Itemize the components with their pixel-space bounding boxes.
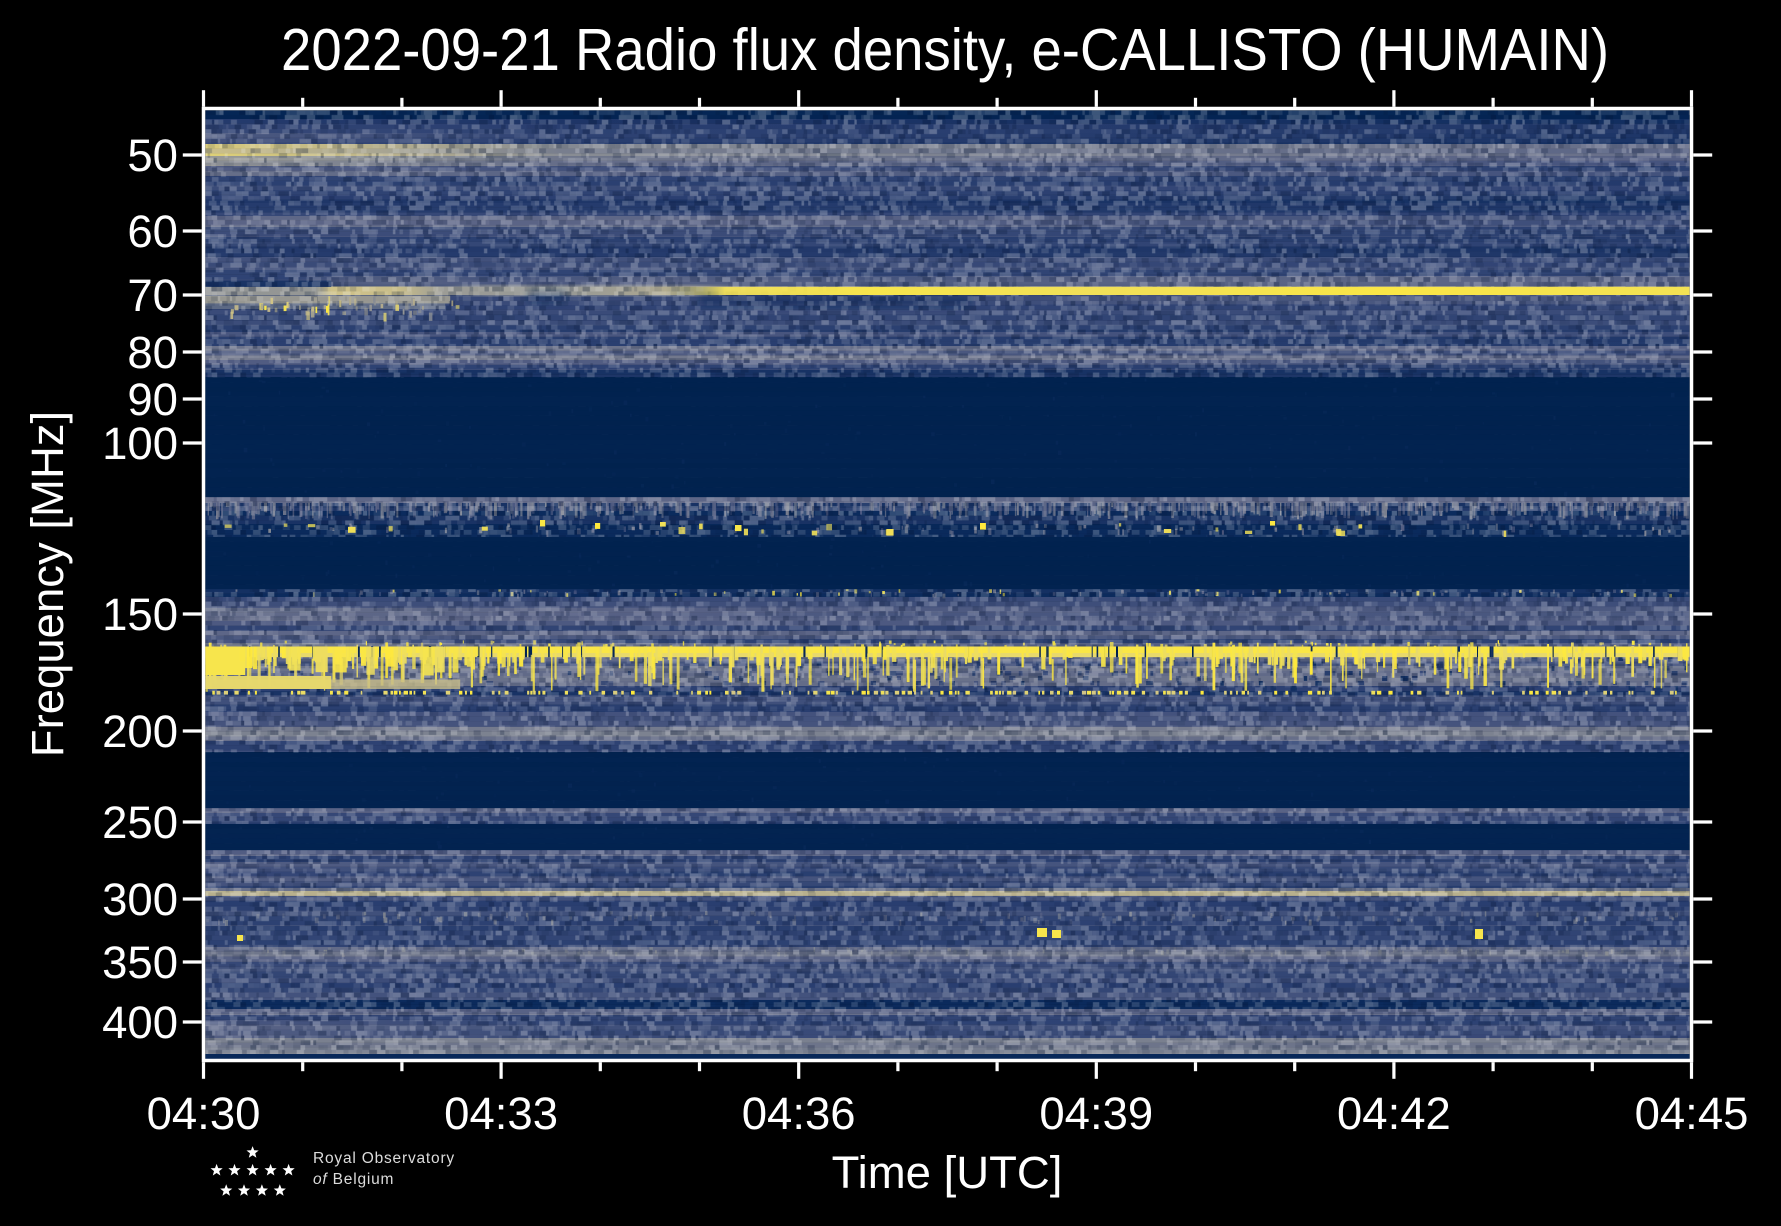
svg-text:400: 400 bbox=[102, 997, 178, 1048]
svg-text:50: 50 bbox=[127, 130, 178, 181]
svg-text:of Belgium: of Belgium bbox=[313, 1171, 394, 1188]
svg-text:04:36: 04:36 bbox=[742, 1088, 856, 1139]
svg-text:100: 100 bbox=[102, 418, 178, 469]
svg-text:70: 70 bbox=[127, 270, 178, 321]
svg-text:200: 200 bbox=[102, 706, 178, 757]
svg-text:04:30: 04:30 bbox=[147, 1088, 261, 1139]
svg-text:2022-09-21 Radio flux density,: 2022-09-21 Radio flux density, e-CALLIST… bbox=[281, 17, 1609, 83]
svg-text:80: 80 bbox=[127, 327, 178, 378]
svg-text:60: 60 bbox=[127, 206, 178, 257]
svg-text:300: 300 bbox=[102, 874, 178, 925]
svg-text:04:33: 04:33 bbox=[444, 1088, 558, 1139]
svg-text:04:45: 04:45 bbox=[1635, 1088, 1749, 1139]
svg-text:90: 90 bbox=[127, 374, 178, 425]
svg-text:Royal Observatory: Royal Observatory bbox=[313, 1150, 455, 1167]
svg-text:04:39: 04:39 bbox=[1039, 1088, 1153, 1139]
svg-text:150: 150 bbox=[102, 589, 178, 640]
svg-text:Time [UTC]: Time [UTC] bbox=[832, 1147, 1063, 1198]
svg-text:Frequency [MHz]: Frequency [MHz] bbox=[22, 411, 73, 757]
svg-text:04:42: 04:42 bbox=[1337, 1088, 1451, 1139]
svg-text:250: 250 bbox=[102, 797, 178, 848]
svg-text:350: 350 bbox=[102, 937, 178, 988]
